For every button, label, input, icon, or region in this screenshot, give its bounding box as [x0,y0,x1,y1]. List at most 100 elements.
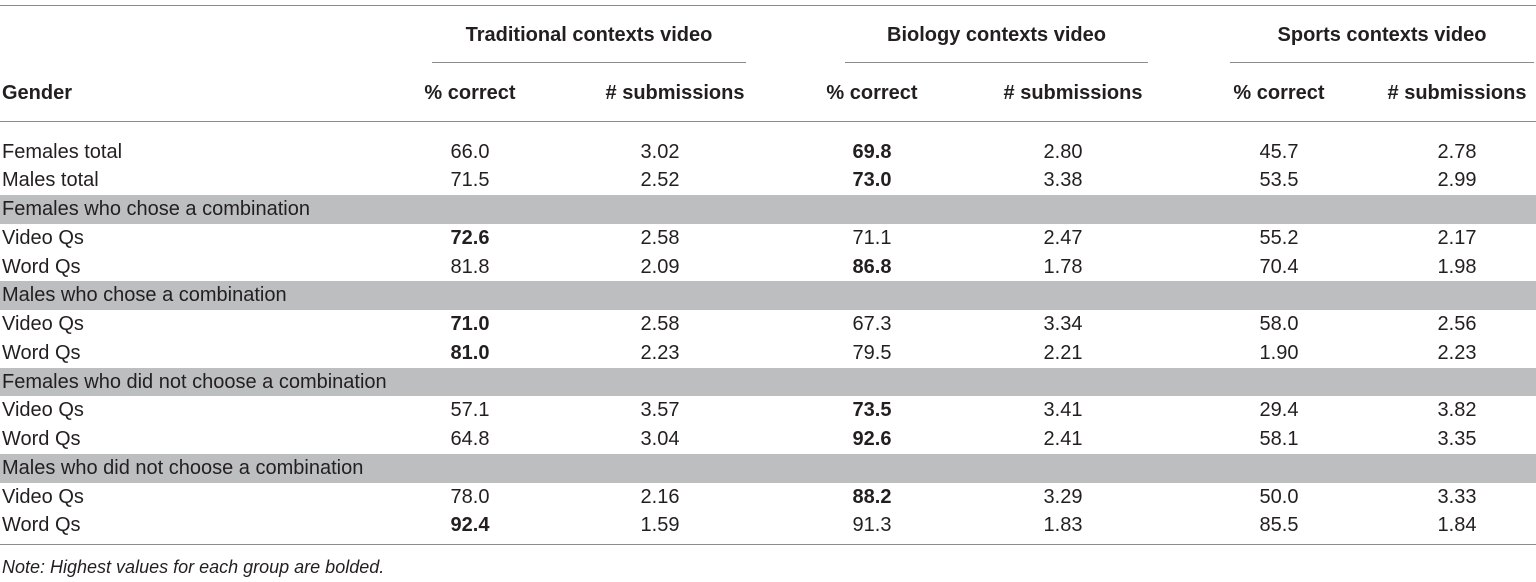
cell-sports-pct: 85.5 [1259,514,1299,537]
cell-sports-subs: 2.17 [1437,226,1477,249]
cell-sports-pct: 53.5 [1259,169,1299,192]
cell-biology-subs: 3.29 [1043,485,1083,508]
group-header-traditional: Traditional contexts video [465,24,713,46]
section-label: Females who did not choose a combination [2,370,387,393]
cell-sports-pct: 70.4 [1259,255,1299,278]
group-underline-sports [1230,62,1534,63]
cell-biology-pct: 69.8 [852,140,892,163]
table-row: Video Qs 78.0 2.16 88.2 3.29 50.0 3.33 [0,483,1536,512]
cell-sports-pct: 55.2 [1259,226,1299,249]
table-row: Word Qs 81.0 2.23 79.5 2.21 1.90 2.23 [0,339,1536,368]
row-label: Video Qs [2,313,84,335]
cell-traditional-subs: 2.16 [640,485,680,508]
cell-biology-subs: 1.83 [1043,514,1083,537]
cell-sports-pct: 1.90 [1259,341,1299,364]
cell-traditional-pct: 71.5 [450,169,490,192]
cell-traditional-pct: 72.6 [450,226,490,249]
cell-biology-pct: 91.3 [852,514,892,537]
cell-sports-subs: 2.56 [1437,313,1477,335]
cell-biology-pct: 79.5 [852,341,892,364]
cell-traditional-pct: 92.4 [450,514,490,537]
section-row: Males who did not choose a combination [0,453,1536,483]
group-underline-traditional [432,62,746,63]
table-bottom-rule [0,544,1536,545]
cell-traditional-pct: 64.8 [450,428,490,450]
section-label: Males who did not choose a combination [2,456,364,479]
table-top-rule [0,5,1536,6]
table-note: Note: Highest values for each group are … [2,557,385,577]
section-label: Males who chose a combination [2,284,287,307]
cell-biology-pct: 73.0 [852,169,892,192]
table-row: Video Qs 72.6 2.58 71.1 2.47 55.2 2.17 [0,224,1536,253]
cell-biology-subs: 2.47 [1043,226,1083,249]
cell-sports-subs: 2.99 [1437,169,1477,192]
cell-traditional-pct: 78.0 [450,485,490,508]
table-row: Video Qs 71.0 2.58 67.3 3.34 58.0 2.56 [0,310,1536,339]
cell-sports-pct: 29.4 [1259,399,1299,422]
cell-sports-subs: 3.82 [1437,399,1477,422]
cell-biology-subs: 1.78 [1043,255,1083,278]
cell-traditional-subs: 2.58 [640,313,680,335]
cell-traditional-pct: 71.0 [450,313,490,335]
cell-biology-subs: 3.41 [1043,399,1083,422]
column-header-sports-pct: % correct [1233,82,1325,104]
row-label: Word Qs [2,514,81,537]
column-header-gender: Gender [2,82,73,104]
table-row: Video Qs 57.1 3.57 73.5 3.41 29.4 3.82 [0,396,1536,425]
row-label: Video Qs [2,226,84,249]
cell-biology-subs: 3.38 [1043,169,1083,192]
group-header-sports: Sports contexts video [1277,24,1487,46]
section-row: Females who chose a combination [0,195,1536,224]
cell-biology-pct: 67.3 [852,313,892,335]
cell-sports-pct: 58.0 [1259,313,1299,335]
cell-traditional-subs: 2.52 [640,169,680,192]
cell-traditional-subs: 2.09 [640,255,680,278]
section-row: Females who did not choose a combination [0,367,1536,397]
table-row: Males total 71.5 2.52 73.0 3.38 53.5 2.99 [0,166,1536,195]
cell-traditional-subs: 3.04 [640,428,680,450]
cell-sports-pct: 58.1 [1259,428,1299,450]
cell-traditional-pct: 81.8 [450,255,490,278]
cell-sports-subs: 3.33 [1437,485,1477,508]
cell-biology-pct: 88.2 [852,485,892,508]
cell-traditional-subs: 2.58 [640,226,680,249]
cell-sports-subs: 1.84 [1437,514,1477,537]
cell-biology-subs: 2.80 [1043,140,1083,163]
cell-sports-subs: 3.35 [1437,428,1477,450]
section-row: Males who chose a combination [0,281,1536,310]
column-header-traditional-pct: % correct [424,82,516,104]
cell-biology-pct: 73.5 [852,399,892,422]
cell-traditional-subs: 3.02 [640,140,680,163]
section-label: Females who chose a combination [2,198,310,220]
table-row: Word Qs 81.8 2.09 86.8 1.78 70.4 1.98 [0,253,1536,282]
row-label: Females total [2,140,123,163]
row-label: Video Qs [2,399,84,422]
cell-biology-subs: 3.34 [1043,313,1083,335]
row-label: Video Qs [2,485,84,508]
row-label: Word Qs [2,428,81,450]
group-underline-biology [845,62,1148,63]
column-header-biology-pct: % correct [826,82,918,104]
cell-biology-subs: 2.21 [1043,341,1083,364]
cell-biology-pct: 86.8 [852,255,892,278]
cell-sports-subs: 2.78 [1437,140,1477,163]
cell-biology-subs: 2.41 [1043,428,1083,450]
row-label: Word Qs [2,341,81,364]
cell-traditional-pct: 66.0 [450,140,490,163]
cell-sports-subs: 2.23 [1437,341,1477,364]
cell-traditional-subs: 3.57 [640,399,680,422]
column-header-sports-subs: # submissions [1387,82,1527,104]
row-label: Males total [2,169,99,192]
cell-traditional-pct: 57.1 [450,399,490,422]
header-bottom-rule [0,121,1536,122]
row-label: Word Qs [2,255,81,278]
cell-sports-pct: 45.7 [1259,140,1299,163]
table-row: Word Qs 92.4 1.59 91.3 1.83 85.5 1.84 [0,511,1536,540]
cell-biology-pct: 71.1 [852,226,892,249]
table-row: Females total 66.0 3.02 69.8 2.80 45.7 2.78 [0,138,1536,167]
cell-biology-pct: 92.6 [852,428,892,450]
column-header-traditional-subs: # submissions [605,82,745,104]
cell-sports-pct: 50.0 [1259,485,1299,508]
column-header-biology-subs: # submissions [1003,82,1143,104]
cell-traditional-pct: 81.0 [450,341,490,364]
